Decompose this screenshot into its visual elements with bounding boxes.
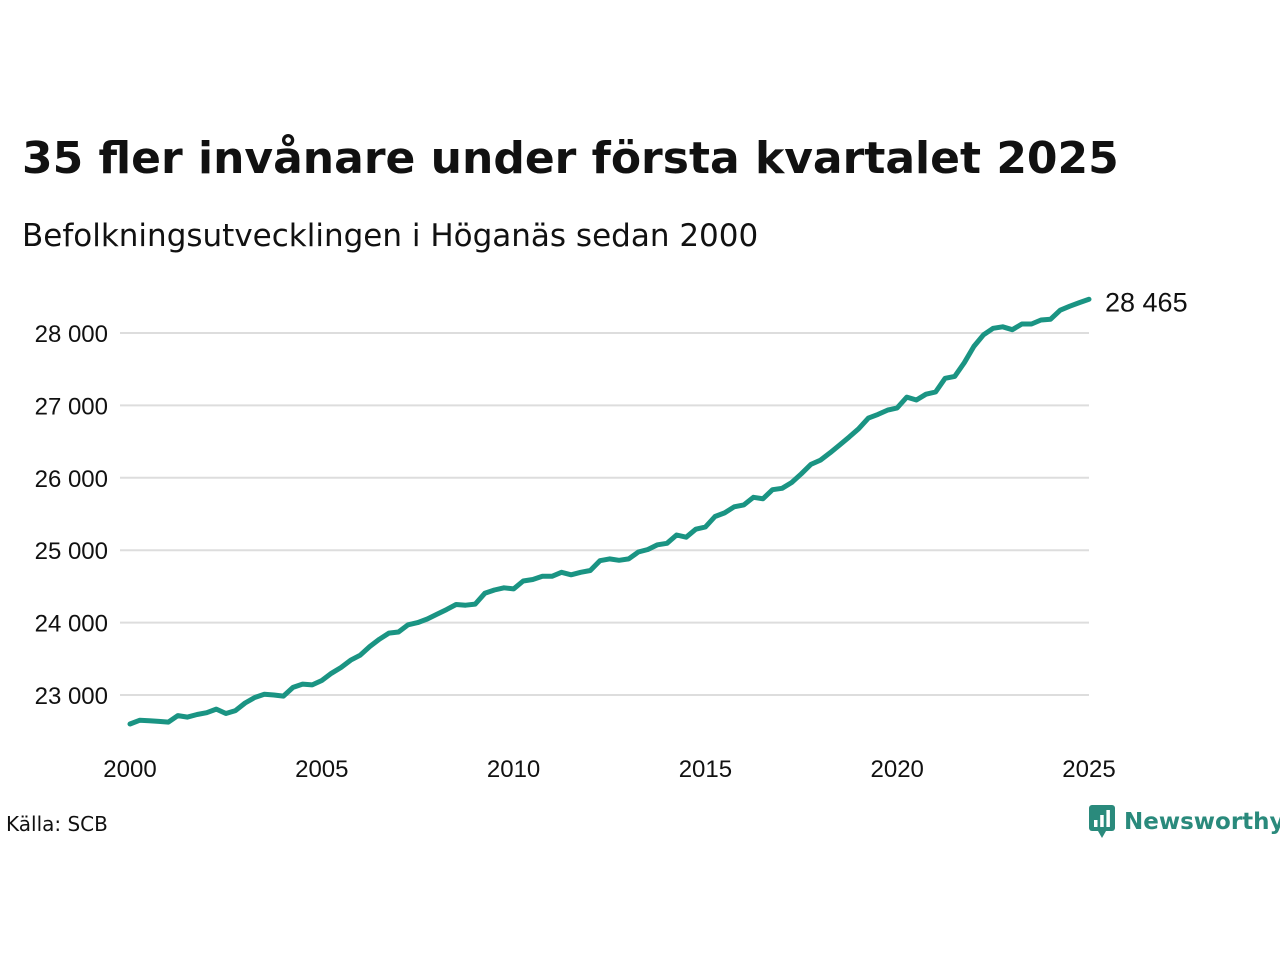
series-line-population [127,296,1092,727]
x-tick-label: 2000 [103,756,156,783]
gridlines [120,332,1089,696]
x-tick-label: 2005 [295,756,348,783]
y-axis-ticks: 23 000 24 000 25 000 26 000 27 000 28 000 [35,321,108,710]
y-tick-label: 24 000 [35,611,108,638]
end-value-label: 28 465 [1105,287,1188,317]
x-axis-ticks: 2000 2005 2010 2015 2020 2025 [103,756,1115,783]
x-tick-label: 2015 [679,756,732,783]
y-tick-label: 25 000 [35,538,108,565]
newsworthy-logo-icon [1089,805,1115,838]
chart-subtitle: Befolkningsutvecklingen i Höganäs sedan … [22,218,759,254]
x-tick-label: 2020 [871,756,924,783]
y-tick-label: 23 000 [35,683,108,710]
chart-title: 35 fler invånare under första kvartalet … [22,133,1119,184]
x-tick-label: 2025 [1062,756,1115,783]
population-line-chart: 23 000 24 000 25 000 26 000 27 000 28 000 200… [35,287,1188,783]
x-tick-label: 2010 [487,756,540,783]
y-tick-label: 28 000 [35,321,108,348]
y-tick-label: 26 000 [35,466,108,493]
brand-logo: Newsworthy [1088,804,1280,840]
source-note: Källa: SCB [6,812,108,836]
brand-name: Newsworthy [1124,809,1280,835]
y-tick-label: 27 000 [35,393,108,420]
